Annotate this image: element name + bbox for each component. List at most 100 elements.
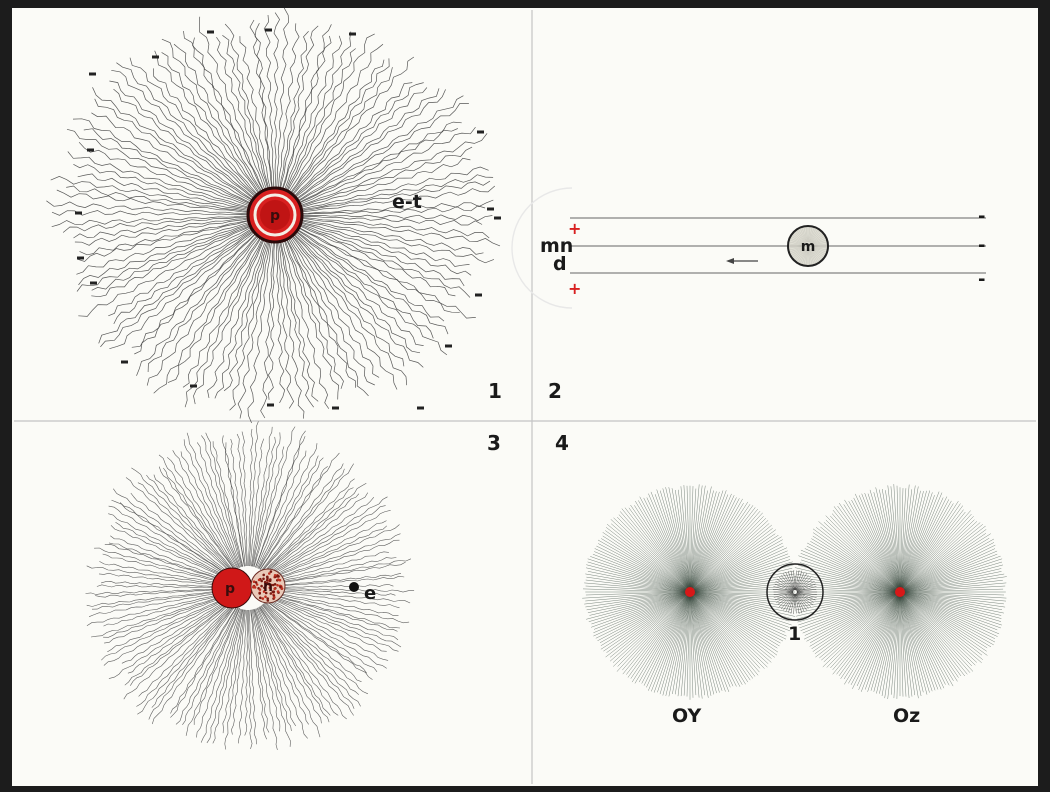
field-line	[266, 496, 388, 577]
field-line	[269, 573, 402, 587]
field-line	[601, 538, 688, 591]
field-line	[796, 586, 817, 592]
field-line	[692, 524, 772, 591]
field-line	[238, 609, 248, 744]
neutron-speckle	[258, 588, 262, 591]
field-line	[794, 570, 797, 591]
field-line	[691, 516, 764, 590]
field-line	[599, 593, 688, 643]
neutron-speckle	[268, 572, 271, 575]
field-line	[796, 580, 815, 592]
field-line	[88, 591, 227, 617]
field-line	[902, 573, 1005, 592]
field-line	[259, 606, 330, 723]
field-line	[639, 496, 689, 590]
field-line	[810, 541, 898, 591]
field-line	[598, 543, 688, 591]
field-line	[683, 594, 691, 696]
field-line	[183, 30, 265, 194]
field-line	[690, 486, 712, 590]
field-line	[901, 513, 972, 590]
field-line	[692, 592, 790, 622]
field-line	[121, 599, 230, 664]
field-line	[50, 176, 250, 212]
field-line	[901, 594, 946, 685]
field-line	[609, 593, 688, 658]
field-line	[86, 590, 227, 607]
field-line	[832, 594, 899, 670]
field-line	[902, 592, 1002, 619]
field-line	[692, 593, 787, 640]
field-line	[692, 556, 790, 592]
panel-2-minus-mark: -	[978, 269, 985, 290]
field-line	[691, 594, 756, 677]
panel-1-core-label: p	[270, 208, 280, 224]
panel-4-middle-circle	[766, 563, 824, 621]
field-line	[773, 586, 794, 592]
field-line	[300, 205, 486, 215]
field-line	[293, 87, 428, 200]
field-line	[287, 235, 380, 378]
field-line	[902, 561, 1003, 592]
field-end-mark	[121, 360, 128, 364]
panel-3-electron-dot	[349, 582, 359, 592]
panel-2-arrow-head	[726, 258, 734, 264]
field-line	[86, 565, 227, 586]
field-line	[585, 579, 688, 592]
field-line	[103, 594, 228, 638]
field-line	[812, 528, 898, 591]
field-line	[182, 236, 265, 388]
field-line	[101, 597, 229, 661]
field-line	[223, 237, 270, 392]
field-line	[692, 528, 773, 591]
field-line	[692, 564, 794, 592]
field-line	[90, 594, 228, 638]
field-line	[254, 23, 274, 192]
field-line	[798, 564, 898, 592]
field-line	[690, 594, 700, 698]
field-line	[113, 228, 255, 325]
panel-4-left-label: OY	[672, 705, 701, 727]
field-line	[78, 141, 252, 207]
field-line	[287, 43, 384, 195]
field-line	[692, 593, 778, 649]
neutron-speckle	[262, 573, 266, 577]
field-line	[603, 593, 688, 652]
field-line	[265, 600, 373, 680]
field-line	[104, 543, 228, 582]
field-line	[879, 489, 900, 590]
panel-1-core	[260, 200, 290, 230]
field-line	[793, 593, 796, 615]
field-line	[802, 592, 898, 634]
field-line	[260, 238, 274, 419]
field-line	[263, 478, 355, 573]
field-line	[689, 594, 694, 698]
field-line	[896, 485, 901, 590]
field-line	[262, 604, 355, 709]
field-line	[146, 474, 234, 572]
field-line	[290, 56, 415, 197]
field-line	[692, 592, 786, 633]
field-line	[230, 438, 246, 567]
field-line	[691, 508, 758, 590]
field-line	[300, 214, 493, 222]
field-line	[277, 23, 300, 192]
field-line	[901, 496, 948, 590]
field-line	[103, 593, 227, 627]
field-line	[290, 67, 393, 197]
field-line	[680, 594, 690, 697]
field-line	[292, 232, 421, 354]
field-line	[154, 50, 261, 196]
field-line	[825, 515, 899, 590]
field-line	[73, 217, 250, 239]
field-line	[609, 593, 688, 662]
field-line	[108, 542, 228, 582]
field-line	[869, 489, 900, 590]
field-line	[134, 232, 258, 355]
neutron-speckle	[268, 583, 271, 586]
field-line	[795, 593, 803, 614]
field-line	[94, 547, 227, 583]
field-line	[902, 529, 987, 591]
panel-3-number: 3	[487, 431, 501, 455]
field-line	[809, 593, 898, 643]
